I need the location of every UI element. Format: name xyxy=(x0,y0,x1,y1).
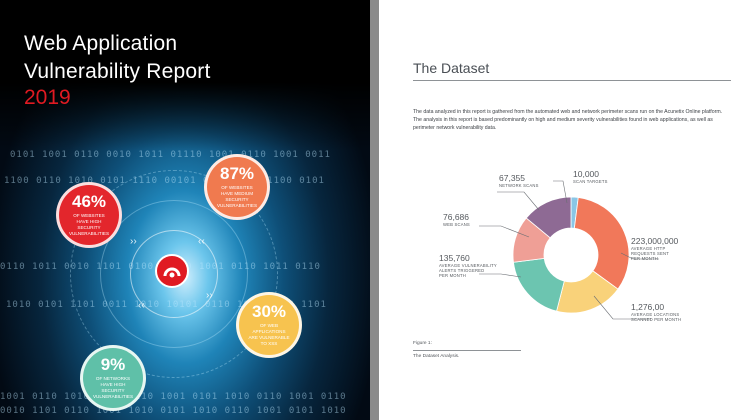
cover-year: 2019 xyxy=(24,86,71,109)
leader-line xyxy=(479,225,530,238)
title-divider xyxy=(413,80,731,81)
label-desc: Scan targets xyxy=(573,179,608,184)
label-desc: scanned per month xyxy=(631,317,682,322)
label-value: 10,000 xyxy=(573,169,599,179)
donut-segment-2 xyxy=(573,197,630,290)
cover-title-line2: Vulnerability Report xyxy=(24,60,211,83)
figure-label: Figure 1: xyxy=(413,341,432,346)
cover-title: Web Application Vulnerability Report xyxy=(24,30,210,86)
label-desc: Average locations xyxy=(631,312,680,317)
label-desc: Average vulnerability xyxy=(439,263,497,268)
donut-segment-4 xyxy=(513,257,565,312)
stat-value: 87% xyxy=(219,164,255,183)
label-value: 223,000,000 xyxy=(631,236,679,246)
donut-segment-6 xyxy=(525,196,572,239)
label-scan-targets: 10,000 Scan targets xyxy=(573,169,608,185)
stat-text: of networks have high security vulnerabi… xyxy=(92,376,134,399)
leader-line xyxy=(553,180,568,204)
glow-ring xyxy=(70,170,278,378)
leader-line xyxy=(593,295,651,320)
label-value: 1,276,00 xyxy=(631,302,665,312)
stat-text: of web applications are vulnerable to XS… xyxy=(248,323,290,346)
leader-line xyxy=(620,252,659,260)
stat-bubble-high-websites: 46% of websites have high security vulne… xyxy=(56,182,122,248)
binary-decoration: 0101 1001 0110 0010 1011 01110 1001 0110… xyxy=(10,150,331,160)
label-desc: Average HTTP xyxy=(631,246,666,251)
report-cover: 0101 1001 0110 0010 1011 01110 1001 0110… xyxy=(0,0,370,420)
label-desc: per month xyxy=(439,273,466,278)
leader-line xyxy=(479,273,522,278)
label-desc: alerts triggered xyxy=(439,268,485,273)
stat-value: 46% xyxy=(71,192,107,211)
stat-bubble-xss: 30% of web applications are vulnerable t… xyxy=(236,292,302,358)
binary-decoration: 0010 1101 0110 1001 1010 0101 1010 0110 … xyxy=(0,406,347,416)
label-value: 135,760 xyxy=(439,253,470,263)
label-web-scans: 76,686 Web scans xyxy=(443,212,470,228)
stat-value: 9% xyxy=(100,355,126,374)
stat-value: 30% xyxy=(251,302,287,321)
intro-paragraph: The data analyzed in this report is gath… xyxy=(413,109,723,132)
page-title: The Dataset xyxy=(413,60,490,76)
chevron-icon: ›› xyxy=(130,236,137,247)
label-desc: per month xyxy=(631,256,658,261)
label-desc: requests sent xyxy=(631,251,669,256)
label-desc: Network scans xyxy=(499,183,539,188)
label-desc: Web scans xyxy=(443,222,470,227)
stat-text: of websites have high security vulnerabi… xyxy=(68,213,110,236)
figure-divider xyxy=(413,350,521,351)
leader-line xyxy=(497,191,540,211)
stat-text: of websites have medium security vulnera… xyxy=(216,185,258,208)
acunetix-logo-icon xyxy=(155,254,189,288)
dataset-donut-chart xyxy=(479,180,659,320)
binary-decoration: 1001 0110 1010 0101 0110 1001 0101 1010 … xyxy=(0,392,347,402)
document-page: The Dataset The data analyzed in this re… xyxy=(379,0,750,420)
label-alerts: 135,760 Average vulnerability alerts tri… xyxy=(439,253,497,279)
cover-top-fade xyxy=(0,0,370,150)
label-value: 67,355 xyxy=(499,173,525,183)
label-locations: 1,276,00 Average locations scanned per m… xyxy=(631,302,682,323)
chevron-icon: ‹‹ xyxy=(138,300,145,311)
cover-title-line1: Web Application xyxy=(24,32,178,55)
label-network-scans: 67,355 Network scans xyxy=(499,173,539,189)
stat-bubble-medium-websites: 87% of websites have medium security vul… xyxy=(204,154,270,220)
chevron-icon: ›› xyxy=(206,290,213,301)
figure-caption: The Dataset Analysis. xyxy=(413,354,460,359)
glow-ring xyxy=(130,230,218,318)
label-http-requests: 223,000,000 Average HTTP requests sent p… xyxy=(631,236,679,262)
label-value: 76,686 xyxy=(443,212,469,222)
chevron-icon: ‹‹ xyxy=(198,236,205,247)
stat-bubble-networks: 9% of networks have high security vulner… xyxy=(80,345,146,411)
